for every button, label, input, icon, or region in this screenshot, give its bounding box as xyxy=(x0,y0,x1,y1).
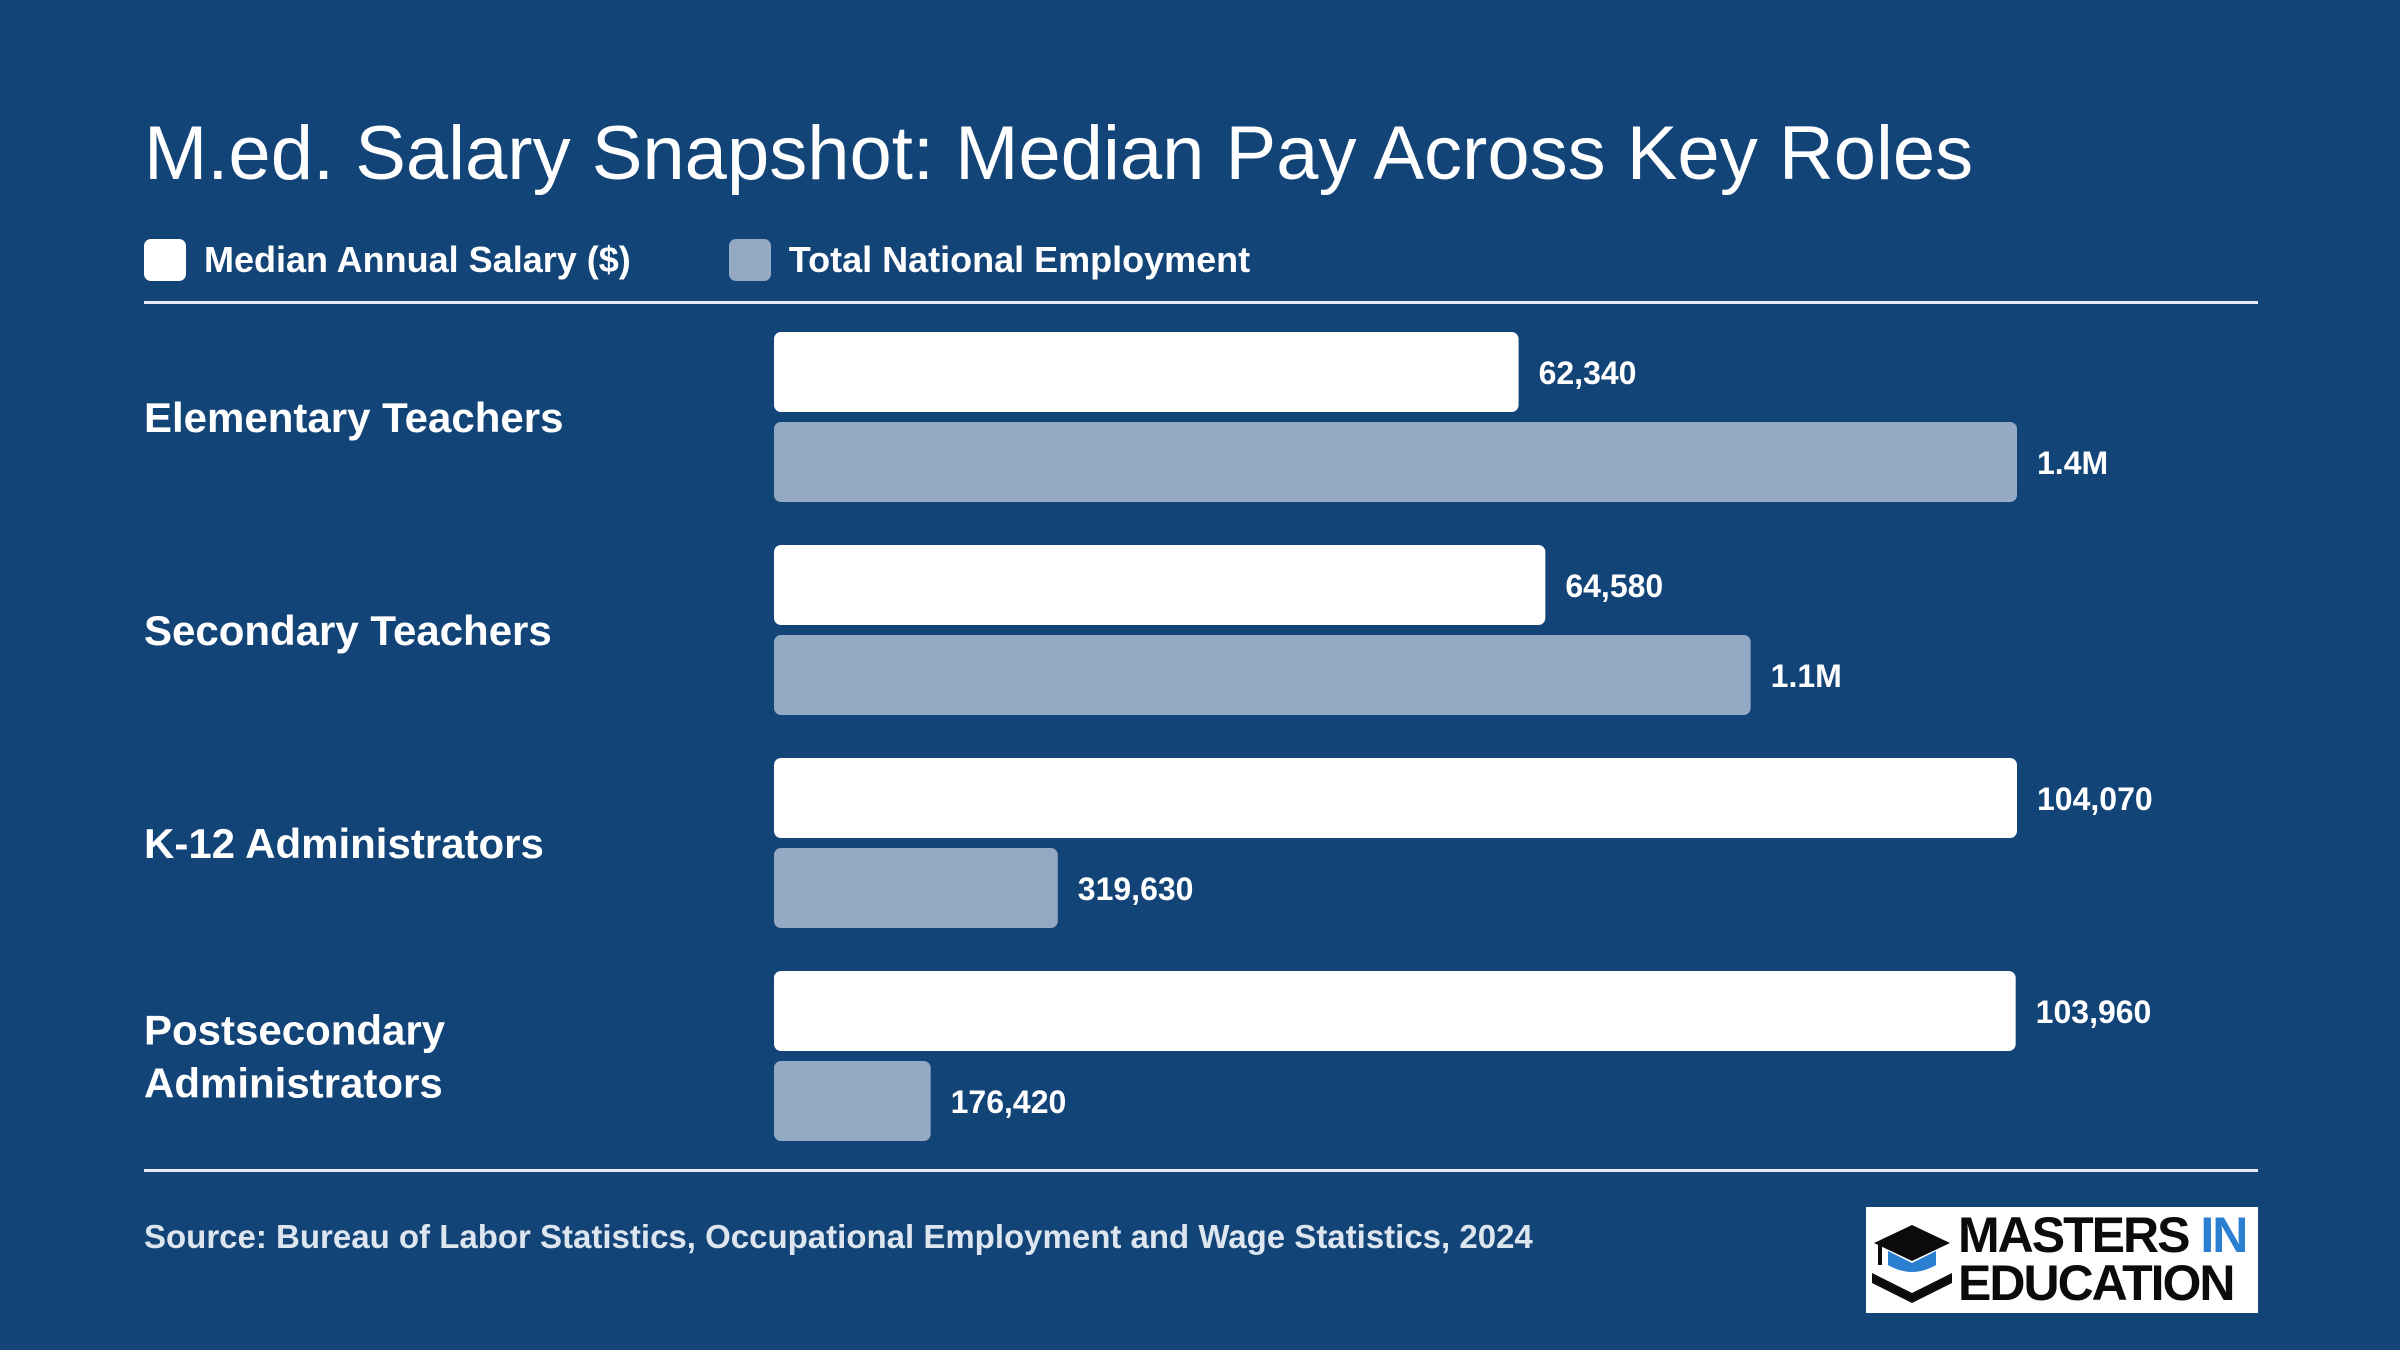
employment-value-label-elementary-teachers: 1.4M xyxy=(2037,445,2108,481)
salary-value-label-secondary-teachers: 64,580 xyxy=(1565,568,1663,604)
salary-bar-postsecondary-administrators xyxy=(774,971,2016,1051)
legend-item-salary: Median Annual Salary ($) xyxy=(144,239,631,281)
legend-label-employment: Total National Employment xyxy=(788,239,1251,280)
logo-word-masters: MASTERS xyxy=(1958,1207,2190,1263)
legend-swatch-employment xyxy=(728,239,771,281)
employment-bar-secondary-teachers xyxy=(774,635,1751,715)
legend-swatch-salary xyxy=(144,239,186,281)
legend-label-salary: Median Annual Salary ($) xyxy=(204,239,631,280)
top-divider xyxy=(144,301,2258,304)
category-label-k-12-administrators: K-12 Administrators xyxy=(144,820,544,867)
salary-value-label-postsecondary-administrators: 103,960 xyxy=(2036,994,2152,1030)
salary-value-label-elementary-teachers: 62,340 xyxy=(1539,355,1637,391)
salary-bar-k-12-administrators xyxy=(774,758,2017,838)
employment-value-label-postsecondary-administrators: 176,420 xyxy=(951,1084,1067,1120)
category-label-postsecondary-administrators: Postsecondary Administrators xyxy=(144,1007,446,1107)
logo-word-education: EDUCATION xyxy=(1958,1255,2236,1311)
employment-bar-k-12-administrators xyxy=(774,848,1058,928)
logo-word-in: IN xyxy=(2200,1207,2248,1263)
bottom-divider xyxy=(144,1169,2258,1172)
employment-bar-postsecondary-administrators xyxy=(774,1061,931,1141)
salary-value-label-k-12-administrators: 104,070 xyxy=(2037,781,2153,817)
legend: Median Annual Salary ($) Total National … xyxy=(144,236,1348,284)
salary-bar-secondary-teachers xyxy=(774,545,1546,625)
graduation-cap-book-icon xyxy=(1872,1225,1952,1303)
source-note: Source: Bureau of Labor Statistics, Occu… xyxy=(144,1218,1533,1255)
logo-wordmark: MASTERS IN EDUCATION xyxy=(1958,1210,2248,1311)
legend-item-employment: Total National Employment xyxy=(728,239,1251,281)
employment-value-label-secondary-teachers: 1.1M xyxy=(1771,658,1842,694)
employment-value-label-k-12-administrators: 319,630 xyxy=(1078,871,1194,907)
category-label-secondary-teachers: Secondary Teachers xyxy=(144,607,552,654)
chart-title: M.ed. Salary Snapshot: Median Pay Across… xyxy=(144,111,1974,196)
category-label-elementary-teachers: Elementary Teachers xyxy=(144,394,563,441)
salary-bar-elementary-teachers xyxy=(774,332,1519,412)
employment-bar-elementary-teachers xyxy=(774,422,2017,502)
brand-logo: MASTERS IN EDUCATION xyxy=(1866,1207,2258,1313)
